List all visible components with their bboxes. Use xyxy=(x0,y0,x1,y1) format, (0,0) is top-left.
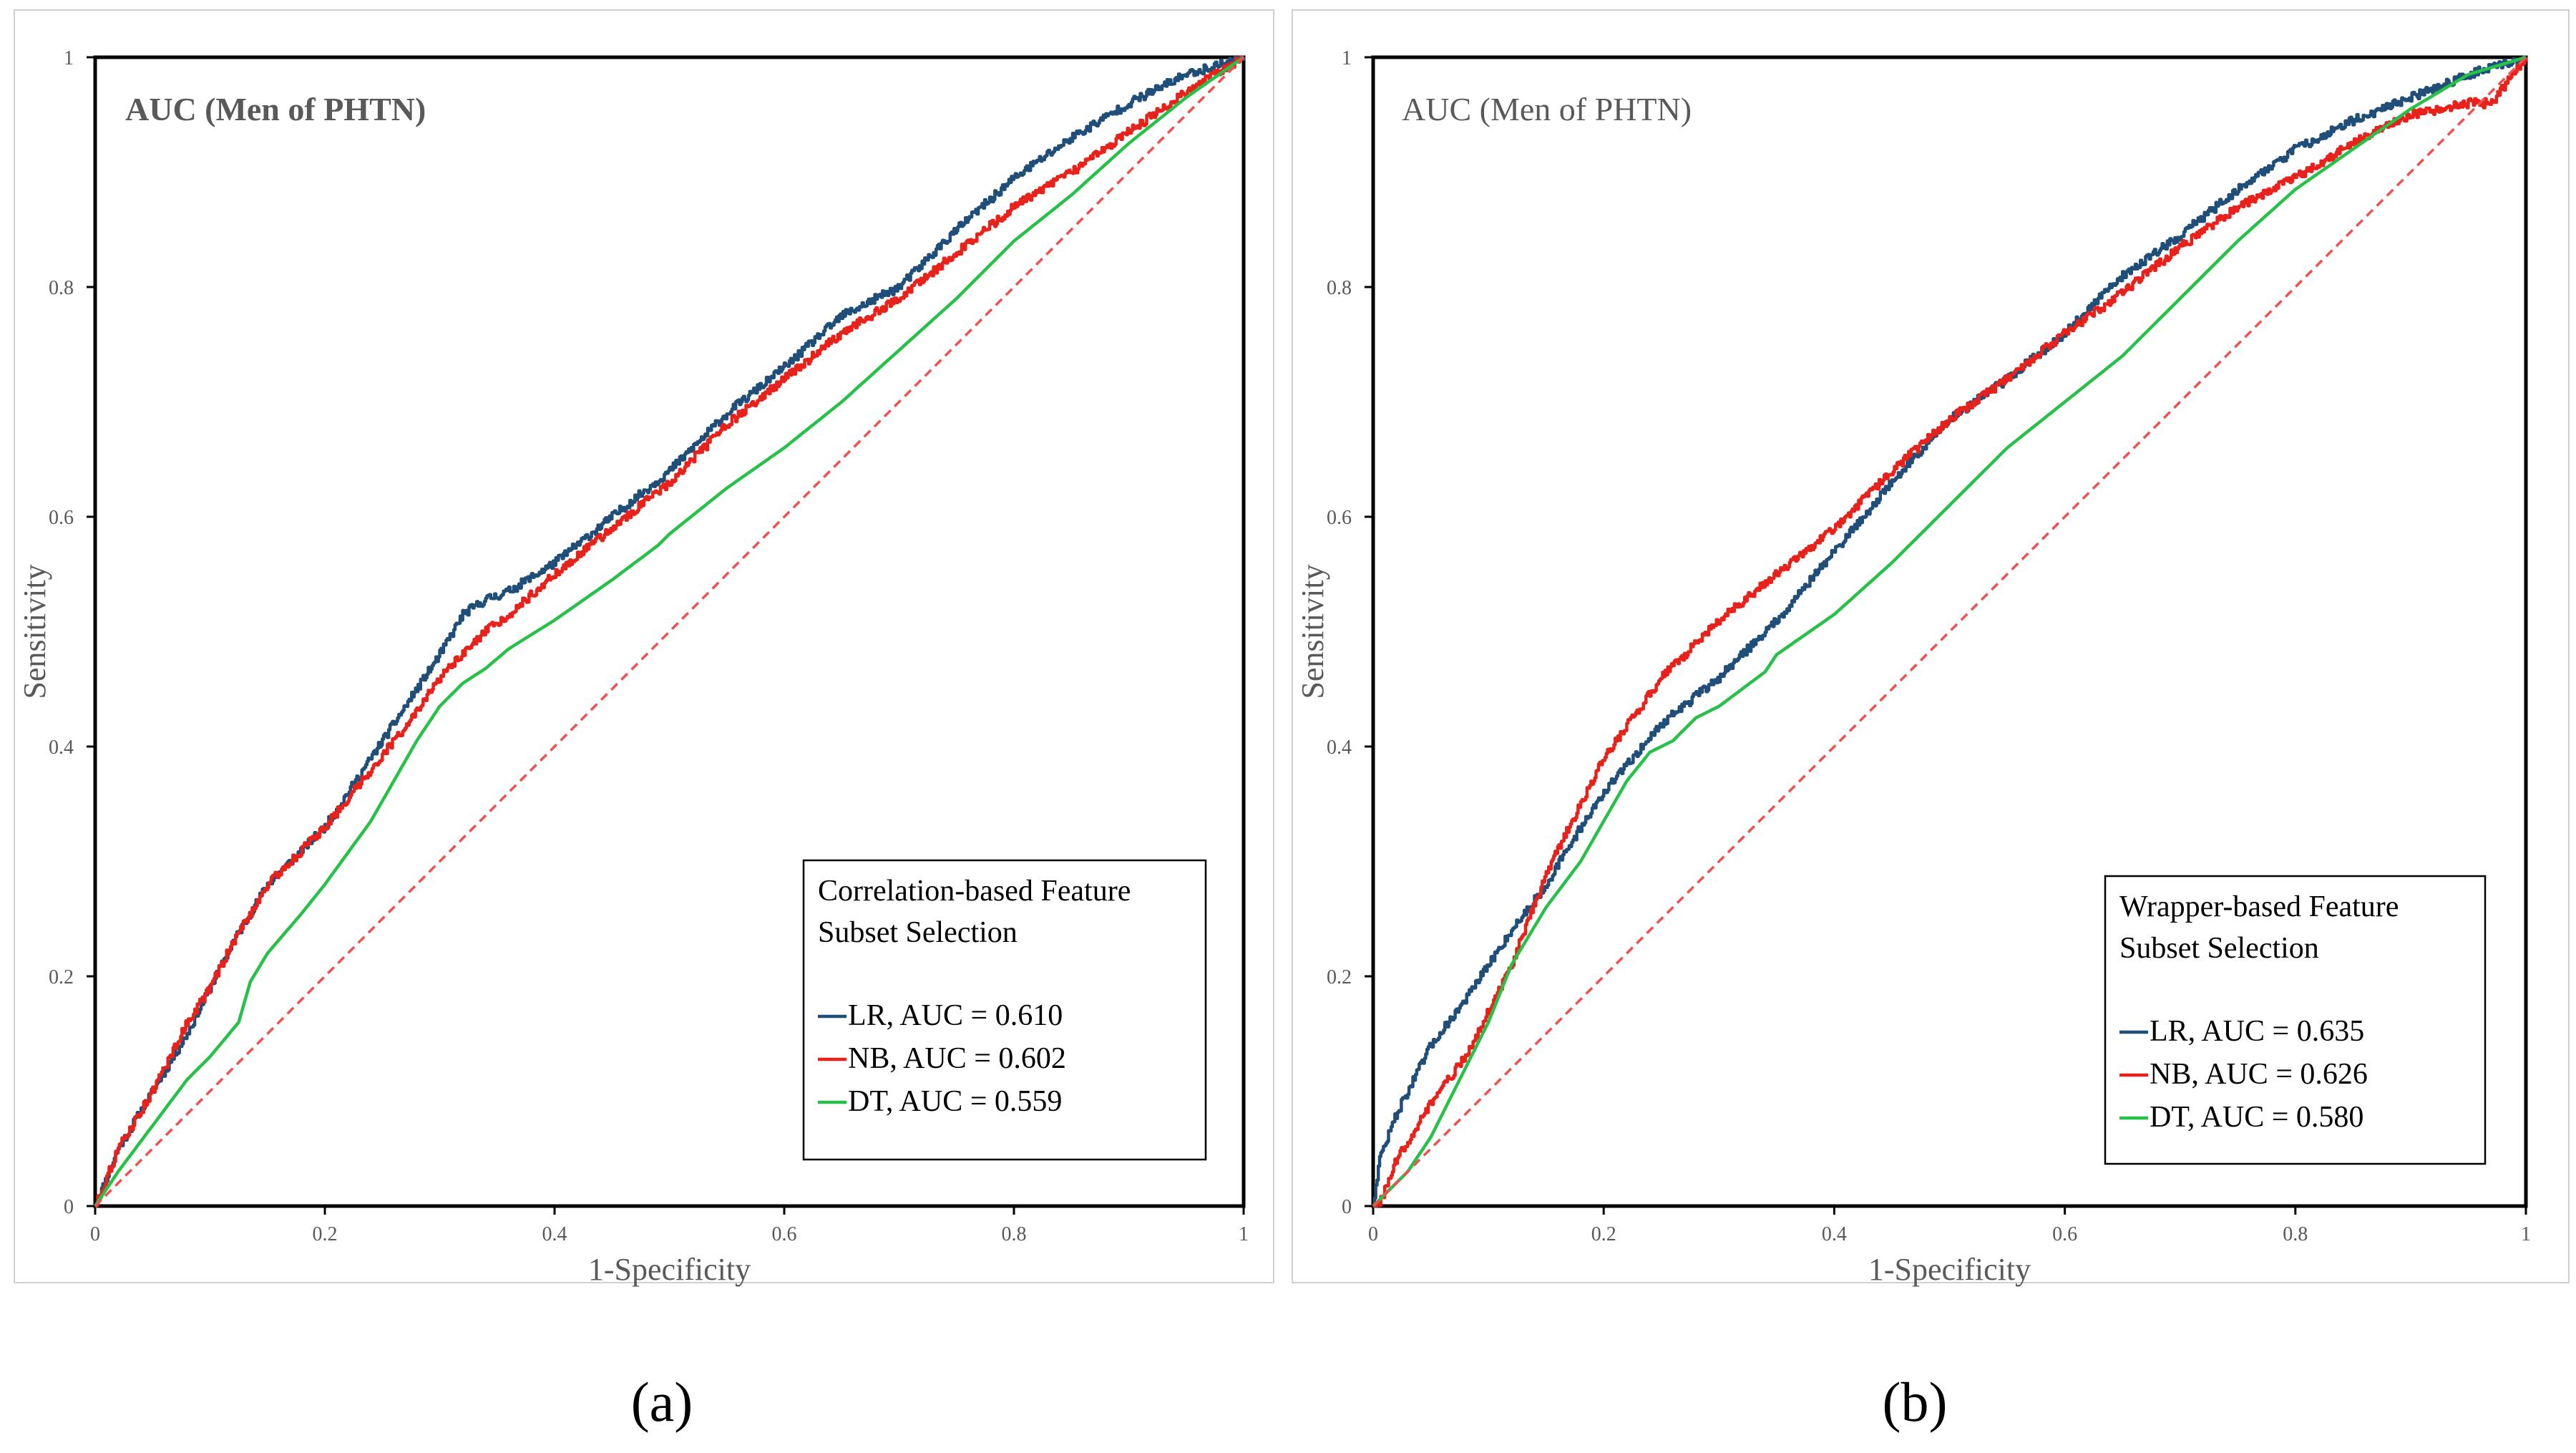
x-tick-label: 0.8 xyxy=(2283,1223,2308,1245)
legend-label-dt: DT, AUC = 0.580 xyxy=(2150,1101,2363,1134)
series-line-dt xyxy=(94,56,1245,1207)
legend-title: Correlation-based Feature xyxy=(818,875,1131,908)
x-tick-label: 0.2 xyxy=(313,1223,338,1245)
y-tick-label: 0.6 xyxy=(1327,507,1352,529)
chart-panel-b: 0 0.2 0.4 0.6 0.8 1 0 0.2 0.4 0.6 0.8 1 1-Specificit… xyxy=(1292,9,2570,1287)
y-axis-label: Sensitivity xyxy=(17,564,52,699)
x-tick-label: 0.2 xyxy=(1591,1223,1616,1245)
legend: Wrapper-based Feature Subset Selection LR,… xyxy=(2104,875,2487,1165)
legend-box xyxy=(2104,875,2487,1165)
y-tick-label: 0 xyxy=(64,1196,74,1218)
series-line-nb xyxy=(94,55,1244,1208)
legend-label-lr: LR, AUC = 0.635 xyxy=(2150,1015,2364,1048)
x-tick-label: 0.6 xyxy=(2052,1223,2077,1245)
legend-label-lr: LR, AUC = 0.610 xyxy=(848,999,1063,1032)
y-tick-label: 0.6 xyxy=(49,507,74,529)
y-tick-label: 0.2 xyxy=(1327,966,1352,988)
series-line-dt xyxy=(1372,55,2527,1207)
y-tick-label: 1 xyxy=(1342,47,1352,69)
x-axis-label: 1-Specificity xyxy=(1868,1252,2031,1287)
x-tick-label: 0.6 xyxy=(772,1223,797,1245)
legend-box xyxy=(802,859,1207,1161)
y-tick-label: 0.4 xyxy=(1327,737,1352,759)
legend: Correlation-based Feature Subset Selectio… xyxy=(802,859,1207,1161)
legend-label-nb: NB, AUC = 0.602 xyxy=(848,1042,1066,1075)
x-tick-label: 0.4 xyxy=(542,1223,567,1245)
panel-frame xyxy=(1292,9,2570,1283)
x-tick-label: 0.8 xyxy=(1002,1223,1027,1245)
legend-title: Wrapper-based Feature xyxy=(2119,890,2399,923)
y-tick-label: 0 xyxy=(1342,1196,1352,1218)
x-tick-label: 1 xyxy=(2521,1223,2531,1245)
legend-label-dt: DT, AUC = 0.559 xyxy=(848,1085,1062,1118)
y-tick-label: 1 xyxy=(64,47,74,69)
panel-label-b: (b) xyxy=(1883,1371,1948,1433)
legend-label-nb: NB, AUC = 0.626 xyxy=(2150,1058,2368,1091)
plot-area-border xyxy=(93,55,1246,1208)
chart-title: AUC (Men of PHTN) xyxy=(1402,91,1692,127)
x-axis-label: 1-Specificity xyxy=(588,1252,751,1287)
y-tick-label: 0.2 xyxy=(49,966,74,988)
x-tick-label: 0 xyxy=(1368,1223,1378,1245)
x-tick-label: 0 xyxy=(90,1223,100,1245)
x-tick-label: 0.4 xyxy=(1822,1223,1847,1245)
chart-panel-a: 0 0.2 0.4 0.6 0.8 1 0 0.2 0.4 0.6 0.8 1 1-Specificit… xyxy=(14,9,1274,1287)
legend-title: Subset Selection xyxy=(818,916,1018,949)
panel-label-a: (a) xyxy=(631,1371,693,1433)
plot-area-border xyxy=(1371,55,2528,1208)
reference-diagonal-line xyxy=(94,56,1245,1207)
y-tick-label: 0.4 xyxy=(49,737,74,759)
y-tick-label: 0.8 xyxy=(1327,277,1352,299)
y-tick-label: 0.8 xyxy=(49,277,74,299)
y-axis-label: Sensitivity xyxy=(1295,564,1330,699)
chart-title: AUC (Men of PHTN) xyxy=(125,91,426,127)
legend-title: Subset Selection xyxy=(2119,932,2319,965)
series-line-nb xyxy=(1372,57,2528,1208)
panel-frame xyxy=(14,9,1274,1283)
x-tick-label: 1 xyxy=(1239,1223,1249,1245)
